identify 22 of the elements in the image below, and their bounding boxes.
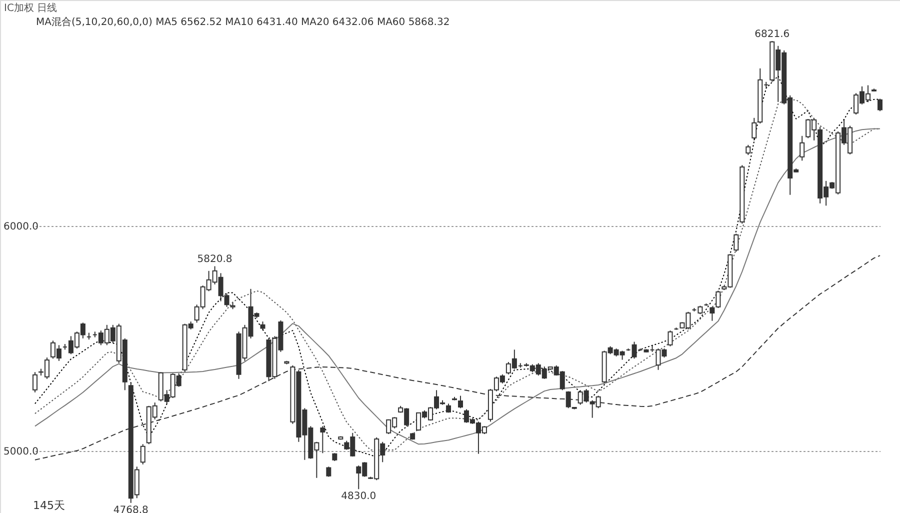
candlestick (734, 233, 739, 252)
candlestick (716, 290, 721, 309)
y-tick-label: 5000.0 (4, 446, 38, 458)
annotation: 5820.8 (197, 254, 232, 266)
chart-title: IC加权 日线 (4, 2, 58, 14)
annotation: 4830.0 (341, 491, 376, 502)
candlestick (878, 98, 882, 112)
candlestick (326, 466, 332, 478)
candlestick (752, 117, 757, 141)
candlestick (668, 330, 673, 347)
candlestick (800, 135, 805, 162)
annotation: 4768.8 (113, 504, 148, 513)
candlestick (458, 395, 463, 409)
candlestick (32, 372, 38, 393)
candlestick (710, 306, 715, 322)
y-tick-label: 6000.0 (4, 221, 38, 232)
annotation: 6821.6 (754, 29, 790, 40)
text: MA混合(5,10,20,60,0,0) MA5 6562.52 MA10 6431.40 MA20 6432.06 MA60 5868.32 (36, 16, 450, 28)
candlestick (320, 426, 326, 454)
annotation: 145天 (33, 499, 65, 512)
candlestick (140, 444, 146, 465)
candlestick (746, 144, 751, 156)
